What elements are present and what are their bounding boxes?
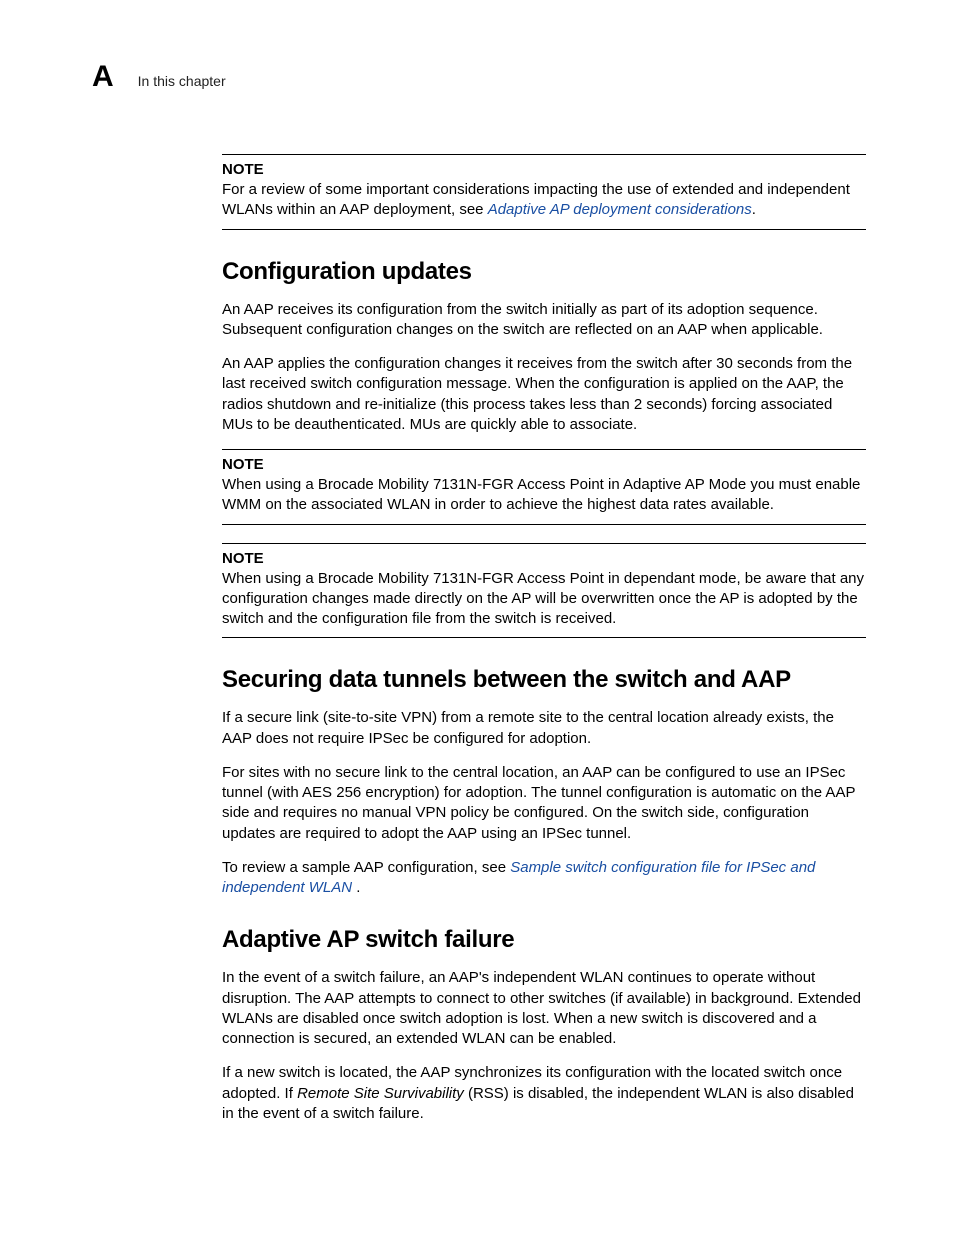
note-label: NOTE [222, 550, 866, 567]
text-before-link: To review a sample AAP configuration, se… [222, 859, 510, 876]
paragraph: If a secure link (site-to-site VPN) from… [222, 708, 866, 749]
note-body: For a review of some important considera… [222, 180, 866, 221]
link-adaptive-ap-deployment[interactable]: Adaptive AP deployment considerations [488, 201, 752, 218]
paragraph: In the event of a switch failure, an AAP… [222, 968, 866, 1049]
note-block-3: NOTE When using a Brocade Mobility 7131N… [222, 543, 866, 639]
running-header: A In this chapter [88, 60, 866, 94]
note-label: NOTE [222, 456, 866, 473]
italic-term: Remote Site Survivability [297, 1085, 464, 1102]
heading-configuration-updates: Configuration updates [222, 258, 866, 286]
note-text-after-link: . [752, 201, 756, 218]
paragraph: For sites with no secure link to the cen… [222, 763, 866, 844]
paragraph: An AAP receives its configuration from t… [222, 300, 866, 341]
note-body: When using a Brocade Mobility 7131N-FGR … [222, 475, 866, 516]
note-label: NOTE [222, 161, 866, 178]
running-header-text: In this chapter [138, 73, 226, 89]
appendix-letter: A [92, 60, 114, 94]
heading-securing-data-tunnels: Securing data tunnels between the switch… [222, 666, 866, 694]
paragraph: To review a sample AAP configuration, se… [222, 858, 866, 899]
page-content: NOTE For a review of some important cons… [222, 154, 866, 1124]
note-body: When using a Brocade Mobility 7131N-FGR … [222, 569, 866, 630]
paragraph: An AAP applies the configuration changes… [222, 354, 866, 435]
text-after-link: . [356, 879, 360, 896]
note-block-2: NOTE When using a Brocade Mobility 7131N… [222, 449, 866, 525]
heading-adaptive-ap-switch-failure: Adaptive AP switch failure [222, 926, 866, 954]
note-block-1: NOTE For a review of some important cons… [222, 154, 866, 230]
page: A In this chapter NOTE For a review of s… [0, 0, 954, 1235]
paragraph: If a new switch is located, the AAP sync… [222, 1063, 866, 1124]
